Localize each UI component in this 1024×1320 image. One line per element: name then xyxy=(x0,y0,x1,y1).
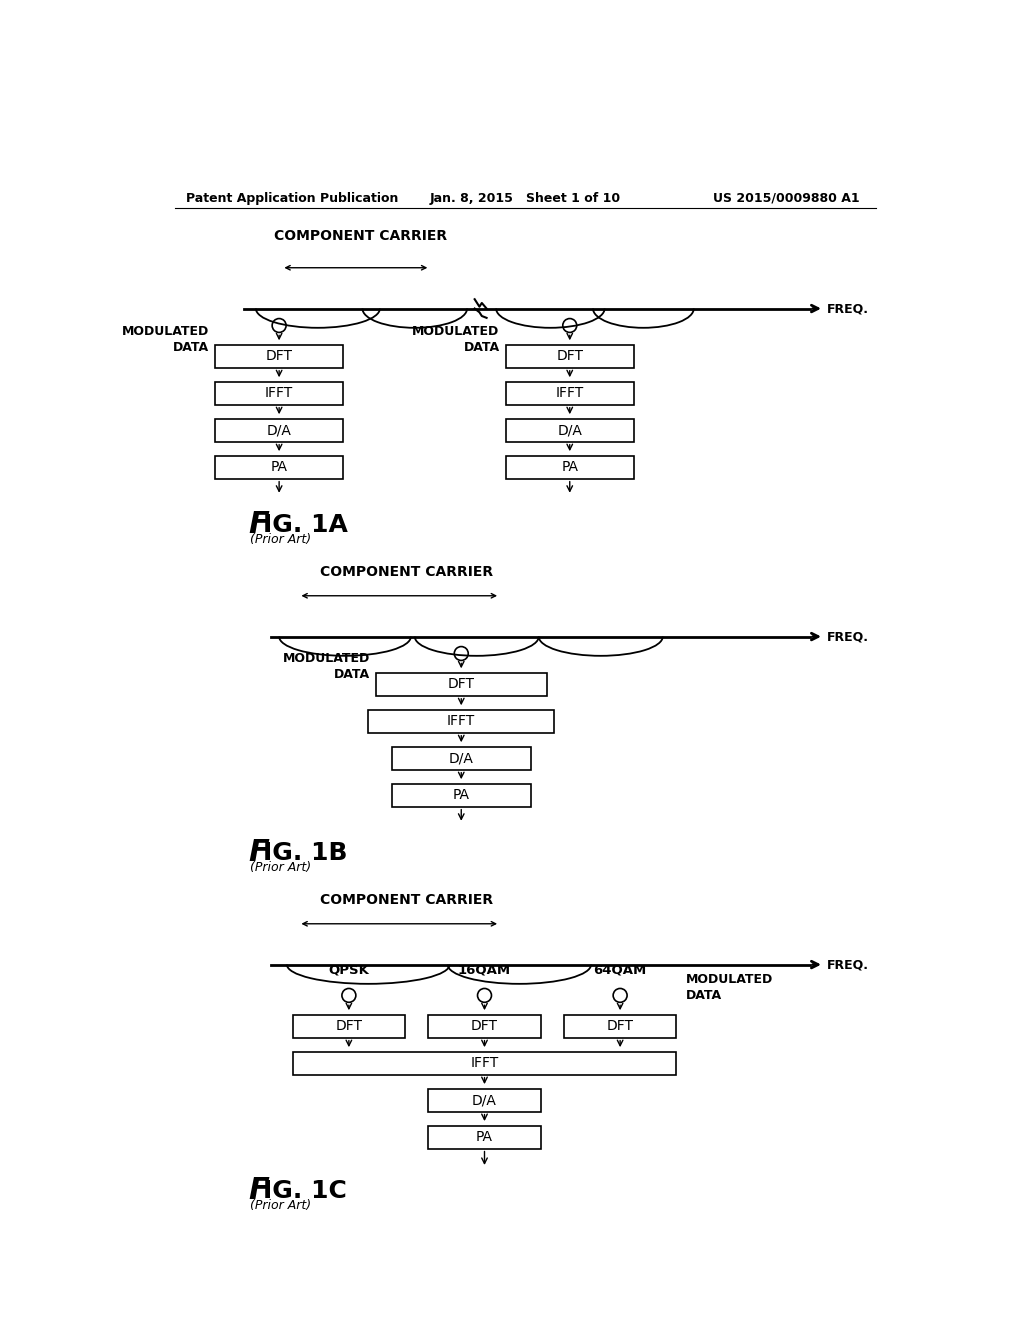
Text: D/A: D/A xyxy=(472,1093,497,1107)
Bar xyxy=(215,381,343,405)
Text: COMPONENT CARRIER: COMPONENT CARRIER xyxy=(321,892,494,907)
Text: 64QAM: 64QAM xyxy=(594,964,647,977)
Text: QPSK: QPSK xyxy=(329,964,370,977)
Text: 16QAM: 16QAM xyxy=(458,964,511,977)
Text: FREQ.: FREQ. xyxy=(827,302,869,315)
Text: DFT: DFT xyxy=(606,1019,634,1034)
Text: IFFT: IFFT xyxy=(556,387,584,400)
Bar xyxy=(506,381,634,405)
Text: F: F xyxy=(248,837,269,866)
Bar xyxy=(293,1052,676,1074)
Text: IG. 1B: IG. 1B xyxy=(263,841,347,865)
Bar xyxy=(506,455,634,479)
Text: DFT: DFT xyxy=(447,677,475,692)
Text: PA: PA xyxy=(453,788,470,803)
Text: FREQ.: FREQ. xyxy=(827,958,869,972)
Text: F: F xyxy=(248,510,269,539)
Bar xyxy=(215,418,343,442)
Bar xyxy=(391,747,531,770)
Text: US 2015/0009880 A1: US 2015/0009880 A1 xyxy=(713,191,860,205)
Text: IFFT: IFFT xyxy=(265,387,293,400)
Text: (Prior Art): (Prior Art) xyxy=(250,1199,311,1212)
Text: IFFT: IFFT xyxy=(447,714,475,729)
Text: DFT: DFT xyxy=(556,350,584,363)
Text: IFFT: IFFT xyxy=(470,1056,499,1071)
Text: D/A: D/A xyxy=(449,751,474,766)
Text: COMPONENT CARRIER: COMPONENT CARRIER xyxy=(321,565,494,578)
Text: F: F xyxy=(248,1176,269,1205)
Text: PA: PA xyxy=(561,461,579,474)
Bar xyxy=(293,1015,406,1038)
Text: DFT: DFT xyxy=(265,350,293,363)
Text: COMPONENT CARRIER: COMPONENT CARRIER xyxy=(274,230,447,243)
Text: PA: PA xyxy=(476,1130,493,1144)
Text: MODULATED
DATA: MODULATED DATA xyxy=(413,326,500,355)
Text: MODULATED
DATA: MODULATED DATA xyxy=(686,973,773,1002)
Text: IG. 1C: IG. 1C xyxy=(263,1179,347,1203)
Text: DFT: DFT xyxy=(471,1019,498,1034)
Bar xyxy=(428,1126,541,1148)
Text: PA: PA xyxy=(270,461,288,474)
Bar xyxy=(369,710,554,733)
Text: D/A: D/A xyxy=(266,424,292,437)
Bar xyxy=(428,1015,541,1038)
Text: MODULATED
DATA: MODULATED DATA xyxy=(283,652,370,681)
Bar xyxy=(215,345,343,368)
Bar xyxy=(376,673,547,696)
Text: Patent Application Publication: Patent Application Publication xyxy=(186,191,398,205)
Bar xyxy=(428,1089,541,1111)
Text: IG. 1A: IG. 1A xyxy=(263,512,348,537)
Text: MODULATED
DATA: MODULATED DATA xyxy=(122,326,209,355)
Bar xyxy=(564,1015,676,1038)
Bar xyxy=(506,418,634,442)
Bar xyxy=(391,784,531,807)
Bar xyxy=(215,455,343,479)
Text: D/A: D/A xyxy=(557,424,583,437)
Text: (Prior Art): (Prior Art) xyxy=(250,861,311,874)
Text: (Prior Art): (Prior Art) xyxy=(250,533,311,545)
Bar xyxy=(506,345,634,368)
Text: FREQ.: FREQ. xyxy=(827,630,869,643)
Text: Jan. 8, 2015   Sheet 1 of 10: Jan. 8, 2015 Sheet 1 of 10 xyxy=(429,191,621,205)
Text: DFT: DFT xyxy=(336,1019,362,1034)
